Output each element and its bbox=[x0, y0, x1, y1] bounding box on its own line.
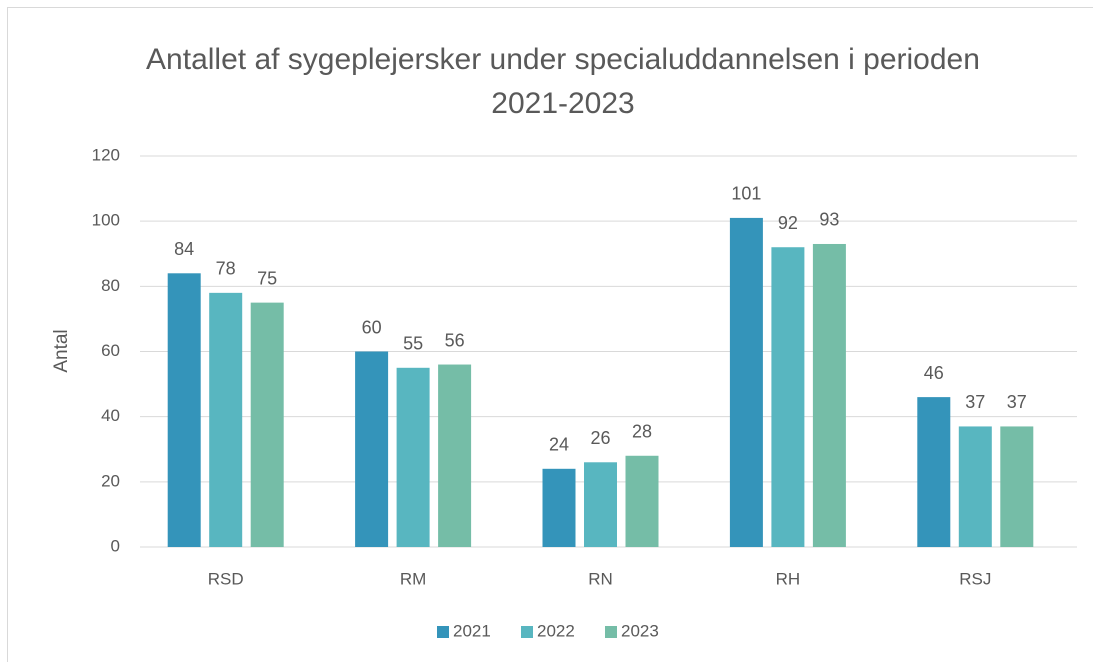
y-tick-label: 0 bbox=[111, 536, 120, 555]
bar bbox=[917, 397, 951, 547]
data-label: 24 bbox=[549, 435, 569, 455]
bar bbox=[542, 468, 576, 547]
bar bbox=[355, 351, 389, 547]
bar bbox=[438, 364, 472, 547]
data-label: 37 bbox=[1007, 392, 1027, 412]
data-label: 37 bbox=[965, 392, 985, 412]
legend-swatch bbox=[437, 626, 449, 638]
x-tick-label: RH bbox=[776, 569, 801, 588]
data-label: 101 bbox=[731, 184, 761, 204]
data-label: 60 bbox=[362, 317, 382, 337]
data-label: 28 bbox=[632, 422, 652, 442]
x-tick-label: RSJ bbox=[959, 569, 991, 588]
y-tick-label: 100 bbox=[92, 211, 120, 230]
bar bbox=[812, 243, 846, 547]
bar bbox=[625, 455, 659, 547]
bar bbox=[209, 292, 243, 547]
legend-label: 2023 bbox=[621, 621, 659, 640]
data-label: 75 bbox=[257, 268, 277, 288]
legend-label: 2022 bbox=[537, 621, 575, 640]
x-tick-label: RM bbox=[400, 569, 426, 588]
legend-swatch bbox=[605, 626, 617, 638]
data-label: 26 bbox=[590, 428, 610, 448]
bar bbox=[250, 302, 284, 547]
bar bbox=[167, 273, 201, 547]
data-label: 55 bbox=[403, 334, 423, 354]
legend-swatch bbox=[521, 626, 533, 638]
y-tick-label: 40 bbox=[101, 406, 120, 425]
x-tick-label: RSD bbox=[208, 569, 244, 588]
bar bbox=[396, 367, 430, 547]
data-label: 46 bbox=[924, 363, 944, 383]
data-label: 92 bbox=[778, 213, 798, 233]
y-tick-label: 60 bbox=[101, 341, 120, 360]
bar bbox=[584, 462, 617, 547]
bar bbox=[729, 217, 763, 548]
chart-title: Antallet af sygeplejersker under special… bbox=[146, 43, 980, 120]
chart-border bbox=[7, 7, 1093, 662]
x-tick-label: RN bbox=[588, 569, 613, 588]
bar bbox=[958, 426, 992, 547]
data-label: 56 bbox=[445, 330, 465, 350]
y-tick-label: 120 bbox=[92, 145, 120, 164]
bar bbox=[1000, 426, 1034, 547]
data-label: 84 bbox=[174, 239, 194, 259]
bar bbox=[771, 247, 805, 547]
data-label: 93 bbox=[819, 210, 839, 230]
y-tick-label: 20 bbox=[101, 471, 120, 490]
legend-label: 2021 bbox=[453, 621, 491, 640]
y-axis-label: Antal bbox=[51, 329, 72, 372]
y-tick-label: 80 bbox=[101, 276, 120, 295]
data-label: 78 bbox=[216, 259, 236, 279]
